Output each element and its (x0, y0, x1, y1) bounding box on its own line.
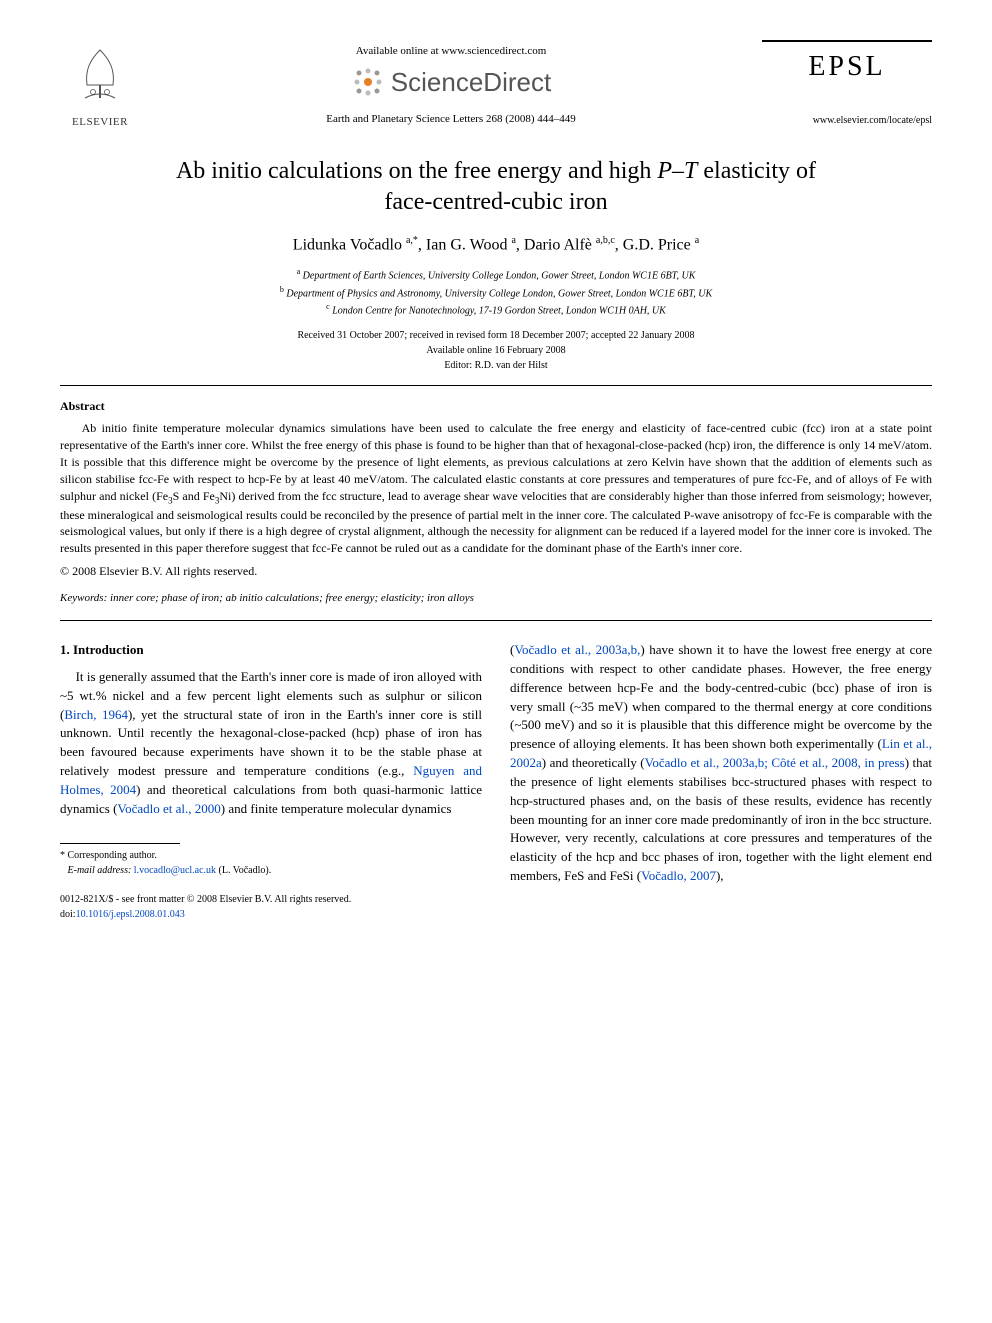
affil-a: Department of Earth Sciences, University… (303, 271, 696, 282)
center-header: Available online at www.sciencedirect.co… (140, 40, 762, 127)
cite-birch-1964[interactable]: Birch, 1964 (64, 707, 128, 722)
intro-right-3: ) that the presence of light elements st… (510, 755, 932, 883)
intro-para-left: It is generally assumed that the Earth's… (60, 668, 482, 819)
cite-vocadlo-2000[interactable]: Voča­dlo et al., 2000 (117, 801, 220, 816)
abstract-heading: Abstract (60, 398, 932, 414)
affil-c: London Centre for Nanotechnology, 17-19 … (332, 305, 666, 316)
intro-para-right: (Vočadlo et al., 2003a,b,) have shown it… (510, 641, 932, 886)
affil-b: Department of Physics and Astronomy, Uni… (286, 288, 712, 299)
sciencedirect-text: ScienceDirect (391, 65, 551, 100)
left-column: 1. Introduction It is generally assumed … (60, 641, 482, 922)
abstract-text-2: S and Fe (173, 489, 215, 503)
abstract-body: Ab initio finite temperature molecular d… (60, 420, 932, 557)
author-3-affil: a,b,c (596, 235, 615, 246)
doi-link[interactable]: 10.1016/j.epsl.2008.01.043 (76, 909, 185, 920)
footnote-email-tail: (L. Vočadlo). (216, 865, 271, 876)
divider-bottom (60, 620, 932, 621)
title-pt-italic: P–T (657, 158, 697, 184)
footnote-corr: * Corresponding author. (60, 850, 157, 861)
author-1: Lidunka Vočadlo (293, 237, 402, 254)
date-received: Received 31 October 2007; received in re… (297, 330, 694, 341)
epsl-box: EPSL www.elsevier.com/locate/epsl (762, 40, 932, 127)
title-part-2: elasticity of (697, 158, 816, 184)
footnote-email-link[interactable]: l.vocadlo@ucl.ac.uk (134, 865, 216, 876)
divider-top (60, 385, 932, 386)
editor-line: Editor: R.D. van der Hilst (444, 360, 547, 371)
sciencedirect-dots-icon (351, 65, 385, 99)
bottom-meta: 0012-821X/$ - see front matter © 2008 El… (60, 892, 482, 922)
elsevier-tree-icon (65, 40, 135, 110)
cite-vocadlo-2007[interactable]: Vočadlo, 2007 (641, 868, 716, 883)
date-online: Available online 16 February 2008 (426, 345, 565, 356)
footnote-email-label: E-mail address: (68, 865, 132, 876)
journal-header: ELSEVIER Available online at www.science… (60, 40, 932, 130)
epsl-url: www.elsevier.com/locate/epsl (762, 114, 932, 128)
body-columns: 1. Introduction It is generally assumed … (60, 641, 932, 922)
epsl-acronym: EPSL (762, 48, 932, 86)
elsevier-logo: ELSEVIER (60, 40, 140, 130)
intro-right-4: ), (716, 868, 724, 883)
elsevier-brand-text: ELSEVIER (60, 115, 140, 130)
title-part-3: face-centred-cubic iron (384, 189, 607, 215)
abstract-copyright: © 2008 Elsevier B.V. All rights reserved… (60, 563, 932, 579)
author-4: G.D. Price (623, 237, 691, 254)
issn-line: 0012-821X/$ - see front matter © 2008 El… (60, 894, 351, 905)
author-1-affil: a,* (406, 235, 418, 246)
sciencedirect-logo: ScienceDirect (140, 65, 762, 100)
author-3: Dario Alfè (524, 237, 592, 254)
intro-right-1b: ) have shown it to have the lowest free … (510, 642, 932, 751)
author-2: Ian G. Wood (426, 237, 508, 254)
article-title: Ab initio calculations on the free energ… (60, 156, 932, 218)
journal-reference: Earth and Planetary Science Letters 268 … (140, 112, 762, 127)
title-part-1: Ab initio calculations on the free energ… (176, 158, 657, 184)
keywords-text: inner core; phase of iron; ab initio cal… (107, 592, 474, 604)
available-online-text: Available online at www.sciencedirect.co… (140, 44, 762, 59)
doi-label: doi: (60, 909, 76, 920)
corresponding-author-footnote: * Corresponding author. E-mail address: … (60, 848, 482, 878)
author-2-affil: a (511, 235, 515, 246)
intro-left-4: ) and finite temperature molecular dynam… (221, 801, 452, 816)
intro-right-2: ) and theoretically ( (542, 755, 645, 770)
intro-heading: 1. Introduction (60, 641, 482, 660)
right-column: (Vočadlo et al., 2003a,b,) have shown it… (510, 641, 932, 922)
keywords-label: Keywords: (60, 592, 107, 604)
article-dates: Received 31 October 2007; received in re… (60, 328, 932, 373)
keywords-line: Keywords: inner core; phase of iron; ab … (60, 591, 932, 606)
affiliations: a Department of Earth Sciences, Universi… (60, 266, 932, 318)
cite-vocadlo-2003b[interactable]: Vočadlo et al., 2003a,b; Côté et al., 20… (645, 755, 905, 770)
authors-list: Lidunka Vočadlo a,*, Ian G. Wood a, Dari… (60, 234, 932, 256)
author-4-affil: a (695, 235, 699, 246)
cite-vocadlo-2003a[interactable]: Vočadlo et al., 2003a,b, (514, 642, 640, 657)
footnote-rule (60, 843, 180, 844)
